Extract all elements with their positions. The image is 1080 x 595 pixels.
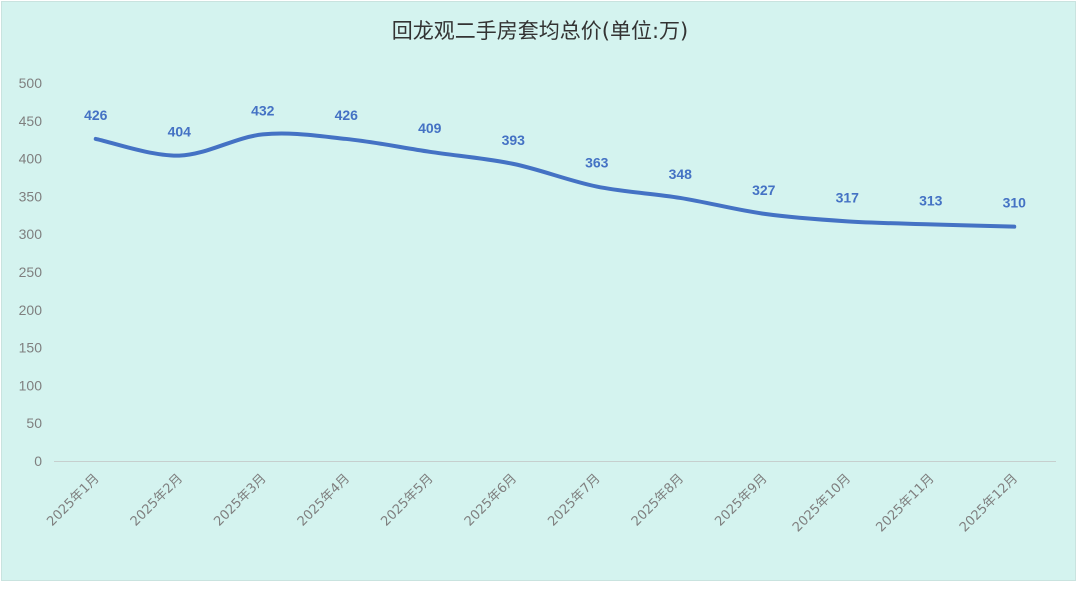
x-tick-label: 2025年8月: [629, 471, 687, 529]
data-label: 348: [669, 166, 693, 182]
y-tick-label: 150: [19, 340, 43, 356]
y-tick-label: 100: [19, 377, 43, 393]
x-tick-label: 2025年10月: [790, 471, 854, 535]
x-tick-label: 2025年6月: [462, 471, 520, 529]
chart-area: [1, 1, 1076, 581]
data-label: 317: [836, 189, 860, 205]
x-tick-label: 2025年9月: [712, 471, 770, 529]
y-tick-label: 300: [19, 226, 43, 242]
data-label: 313: [919, 192, 943, 208]
y-tick-label: 450: [19, 113, 43, 129]
y-tick-label: 250: [19, 264, 43, 280]
data-label: 426: [335, 107, 359, 123]
x-tick-label: 2025年4月: [295, 471, 353, 529]
data-label: 432: [251, 102, 275, 118]
data-labels: 426 404 432 426 409 393 363 348 327 317 313 310: [84, 102, 1026, 210]
drop-lines: [95, 134, 1015, 461]
x-tick-label: 2025年3月: [211, 471, 269, 529]
data-label: 327: [752, 182, 776, 198]
x-tick-label: 2025年1月: [44, 471, 102, 529]
data-label: 393: [502, 132, 526, 148]
y-tick-label: 200: [19, 302, 43, 318]
y-tick-label: 500: [19, 75, 43, 91]
data-label: 404: [168, 124, 192, 140]
x-tick-label: 2025年2月: [128, 471, 186, 529]
x-tick-label: 2025年11月: [873, 471, 937, 535]
y-tick-label: 50: [26, 415, 42, 431]
chart-title: 回龙观二手房套均总价(单位:万): [392, 19, 688, 43]
x-tick-label: 2025年12月: [957, 471, 1021, 535]
x-tick-label: 2025年5月: [378, 471, 436, 529]
y-tick-label: 0: [34, 453, 42, 469]
x-tick-label: 2025年7月: [545, 471, 603, 529]
x-axis: 2025年1月 2025年2月 2025年3月 2025年4月 2025年5月 2025年…: [44, 471, 1021, 535]
y-tick-label: 400: [19, 151, 43, 167]
y-axis: 0 50 100 150 200 250 300 350 400 450 500: [19, 75, 43, 469]
data-label: 363: [585, 155, 609, 171]
y-tick-label: 350: [19, 188, 43, 204]
data-label: 310: [1003, 195, 1027, 211]
data-label: 426: [84, 107, 108, 123]
series-line: [93, 131, 1017, 229]
data-label: 409: [418, 120, 442, 136]
